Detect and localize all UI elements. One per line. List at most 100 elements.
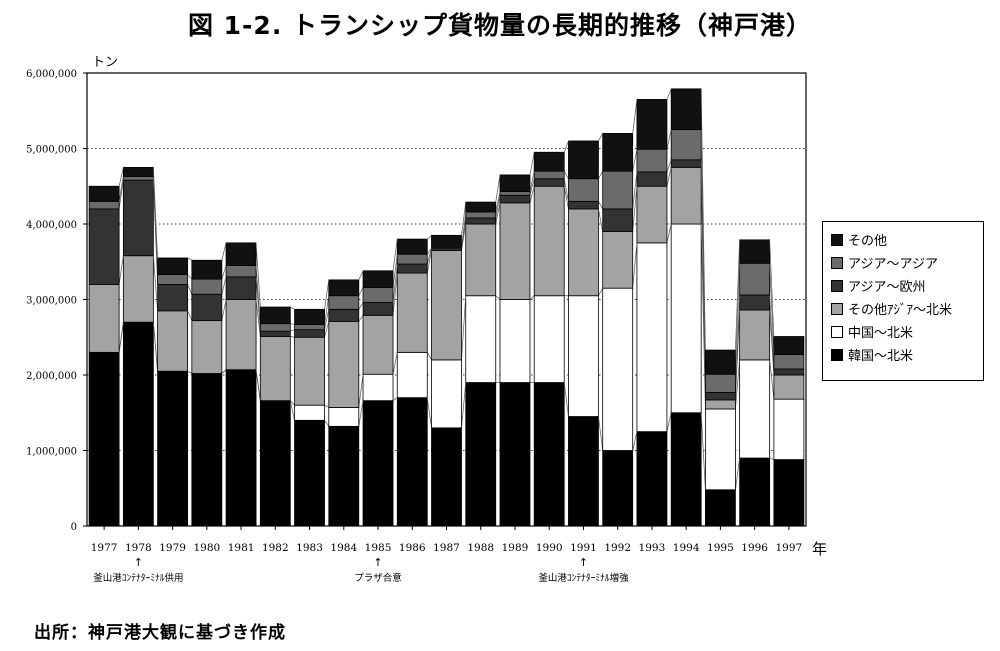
legend-label: アジア～アジア (848, 257, 938, 272)
bar-segment (705, 489, 736, 527)
y-axis-unit-label: トン (92, 55, 118, 70)
series-connector-line (358, 287, 364, 296)
bar-segment (602, 208, 634, 232)
series-connector-line (187, 257, 192, 261)
bar-segment (533, 151, 565, 172)
bar-segment (670, 223, 702, 414)
series-connector-line (666, 159, 672, 173)
legend-swatch (831, 279, 843, 292)
series-connector-line (700, 129, 706, 375)
x-tick-label: 1994 (673, 542, 700, 554)
series-connector-line (495, 174, 501, 203)
bar-segment (294, 329, 325, 338)
bar-segment (739, 359, 771, 459)
bar-segment (705, 408, 736, 491)
bar-segment (328, 295, 360, 310)
series-connector-line (392, 273, 398, 316)
bar-segment (294, 404, 325, 421)
series-connector-line (255, 299, 261, 337)
legend-item: その他 (831, 228, 983, 251)
series-connector-line (118, 180, 124, 209)
series-connector-line (290, 306, 295, 310)
bar-segment (328, 407, 360, 427)
series-connector-line (563, 382, 569, 417)
bar-segment (670, 129, 702, 161)
bar-segment (705, 373, 736, 393)
series-connector-line (392, 254, 398, 288)
bar-segment (670, 166, 702, 225)
series-connector-line (426, 352, 432, 361)
series-connector-line (700, 88, 706, 351)
series-connector-line (461, 295, 467, 360)
bar-segment (533, 382, 565, 527)
series-connector-line (666, 412, 672, 432)
series-connector-line (529, 295, 535, 300)
annotation-label: 釜山港ｺﾝﾃﾅﾀｰﾐﾅﾙ増強 (538, 572, 629, 584)
series-connector-line (221, 265, 227, 280)
series-connector-line (666, 167, 672, 187)
series-connector-line (495, 191, 501, 212)
series-connector-line (598, 133, 603, 142)
chart-title: 図 1-2. トランシップ貨物量の長期的推移（神戸港） (187, 11, 813, 40)
bar-segment (362, 373, 394, 402)
bar-segment (88, 283, 120, 353)
legend-swatch (831, 256, 843, 269)
series-connector-line (221, 242, 227, 261)
series-connector-line (461, 223, 467, 251)
series-connector-line (769, 310, 775, 376)
series-connector-line (598, 288, 603, 296)
x-tick-label: 1979 (159, 542, 186, 554)
series-connector-line (118, 322, 124, 353)
bar-segment (431, 427, 462, 527)
legend-label: 韓国～北米 (848, 349, 914, 364)
bar-segment (88, 200, 120, 210)
y-tick-label: 0 (71, 522, 77, 533)
x-tick-label: 1982 (262, 542, 289, 554)
series-connector-line (632, 99, 638, 134)
series-connector-line (735, 359, 740, 410)
bar-segment (225, 369, 257, 527)
bar-segment (636, 148, 668, 173)
bar-segment (157, 274, 188, 285)
series-connector-line (461, 202, 467, 236)
x-tick-label: 1983 (296, 542, 323, 554)
series-connector-line (529, 171, 535, 192)
series-connector-line (769, 359, 775, 400)
x-tick-label: 1981 (228, 542, 255, 554)
legend-item: その他ｱｼﾞｱ～北米 (831, 297, 983, 320)
bar-segment (465, 295, 497, 383)
y-tick-label: 2,000,000 (26, 371, 77, 382)
series-connector-line (392, 352, 398, 375)
bar-segment (568, 416, 599, 527)
bar-segment (225, 299, 257, 371)
bar-segment (568, 200, 599, 210)
bar-segment (636, 242, 668, 433)
bar-segment (328, 320, 360, 408)
series-connector-line (289, 400, 295, 421)
x-tick-label: 1989 (502, 542, 529, 554)
bar-segment (294, 324, 325, 331)
series-connector-line (632, 171, 638, 209)
bar-segment (396, 238, 428, 255)
series-connector-line (324, 279, 330, 310)
legend-label: その他ｱｼﾞｱ～北米 (848, 303, 953, 318)
bar-segment (533, 185, 565, 297)
series-connector-line (118, 176, 124, 202)
bar-segment (259, 330, 291, 337)
bar-segment (122, 179, 154, 257)
bar-segment (294, 308, 325, 325)
series-connector-line (153, 176, 158, 275)
bar-segment (773, 459, 805, 527)
series-connector-line (290, 323, 295, 325)
series-connector-line (426, 397, 432, 428)
bar-segment (328, 308, 360, 322)
series-connector-line (392, 239, 398, 271)
series-connector-line (153, 255, 158, 311)
series-connector-line (529, 186, 535, 203)
series-connector-line (563, 140, 569, 153)
series-connector-line (769, 239, 775, 337)
bar-segment (88, 208, 120, 285)
bar-segment (705, 349, 736, 375)
series-connector-line (735, 294, 740, 393)
bar-segment (157, 370, 188, 527)
